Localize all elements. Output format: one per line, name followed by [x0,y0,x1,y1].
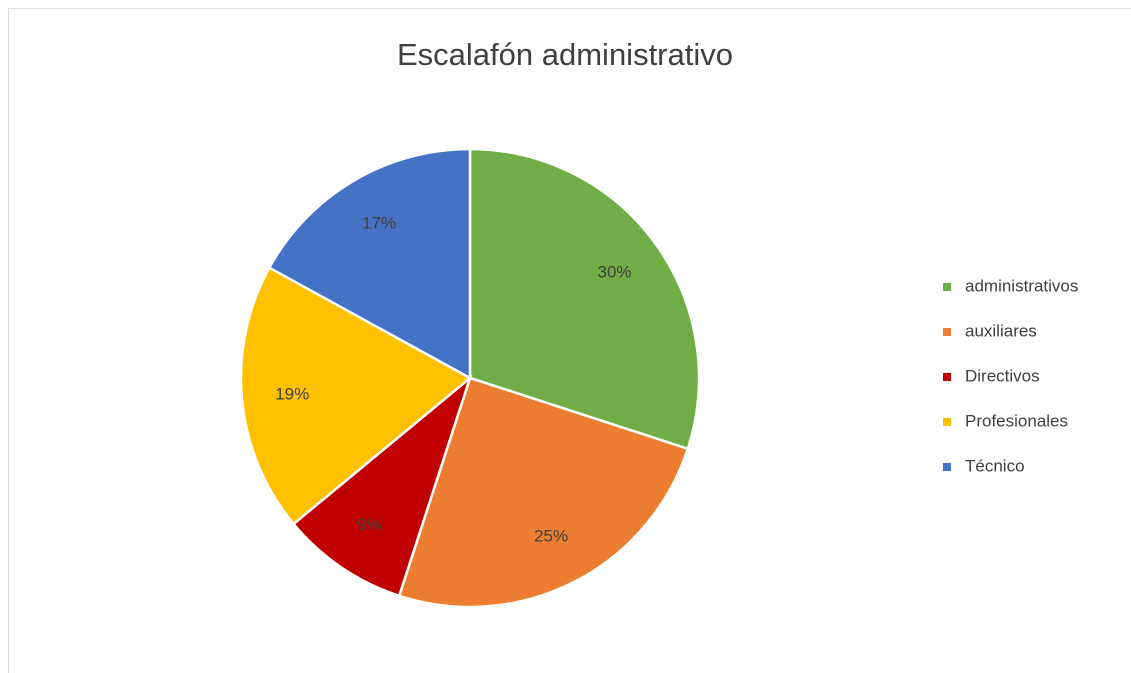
legend-marker [943,463,951,471]
data-label: 17% [362,214,396,233]
legend-label: Profesionales [965,411,1068,430]
legend-label: administrativos [965,276,1078,295]
chart-title: Escalafón administrativo [397,37,733,72]
pie-slice [468,147,701,451]
pie-slice [397,376,690,609]
legend-marker [943,373,951,381]
pie-slice [267,147,472,381]
legend-marker [943,283,951,291]
pie-slice [239,265,473,526]
legend-label: Técnico [965,456,1025,475]
legend-label: Directivos [965,366,1040,385]
legend-label: auxiliares [965,321,1037,340]
data-label: 19% [275,384,309,403]
legend-marker [943,328,951,336]
data-label: 9% [357,515,382,534]
legend-marker [943,418,951,426]
pie-slice [291,374,473,598]
data-label: 30% [597,262,631,281]
data-label: 25% [534,527,568,546]
